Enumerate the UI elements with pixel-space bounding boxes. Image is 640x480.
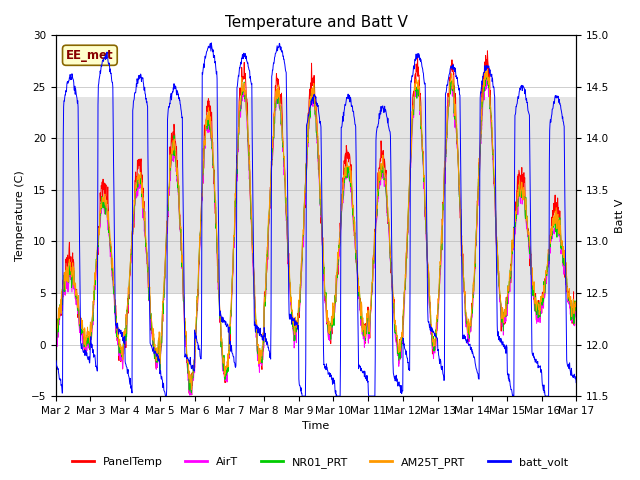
X-axis label: Time: Time bbox=[303, 421, 330, 432]
Title: Temperature and Batt V: Temperature and Batt V bbox=[225, 15, 408, 30]
Bar bbox=[56, 97, 577, 293]
Text: EE_met: EE_met bbox=[66, 49, 114, 62]
Y-axis label: Batt V: Batt V bbox=[615, 199, 625, 233]
Legend: PanelTemp, AirT, NR01_PRT, AM25T_PRT, batt_volt: PanelTemp, AirT, NR01_PRT, AM25T_PRT, ba… bbox=[68, 452, 572, 472]
Y-axis label: Temperature (C): Temperature (C) bbox=[15, 170, 25, 261]
